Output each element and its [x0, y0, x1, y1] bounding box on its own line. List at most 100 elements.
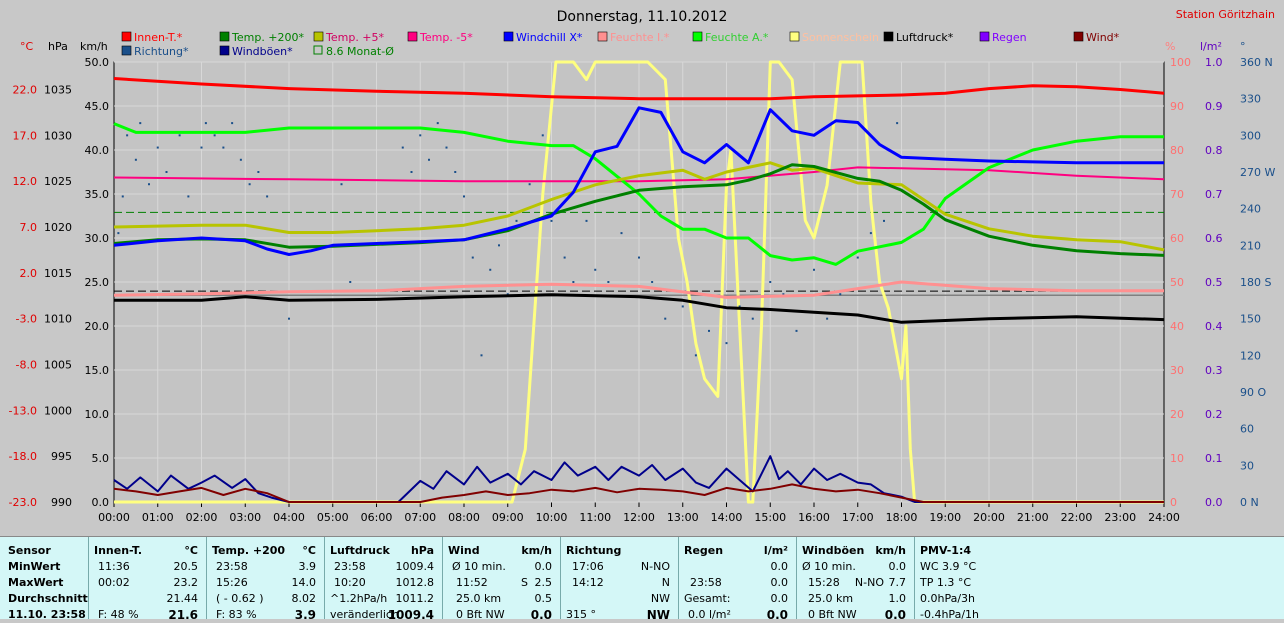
series-point-richtung: [156, 146, 159, 149]
wind-tick-label: 45.0: [85, 100, 110, 113]
stats-current: 0.0: [530, 608, 552, 622]
series-point-richtung: [498, 244, 500, 247]
series-point-richtung: [445, 146, 448, 149]
stats-value: N-NO: [640, 560, 670, 573]
series-line-innen-t: [113, 77, 1165, 101]
stats-value: 2.5: [534, 576, 553, 589]
temp-tick-label: 7.0: [20, 221, 38, 234]
x-tick-label: 03:00: [229, 511, 261, 524]
x-tick-label: 22:00: [1061, 511, 1093, 524]
series-point-richtung: [782, 293, 785, 296]
legend-swatch: [121, 45, 132, 56]
series-point-richtung: [419, 134, 422, 137]
pressure-tick-label: 1005: [44, 359, 72, 372]
stats-time: 23:58: [334, 560, 366, 573]
series-point-richtung: [117, 232, 120, 235]
series-point-richtung: [187, 195, 190, 198]
x-tick-label: 23:00: [1104, 511, 1136, 524]
wind-tick-label: 0.0: [92, 496, 110, 509]
pressure-tick-label: 1020: [44, 221, 72, 234]
legend-label: Temp. +5*: [325, 31, 385, 44]
legend-label: Windböen*: [232, 45, 293, 58]
rain-tick-label: 0.4: [1205, 320, 1223, 333]
series-point-richtung: [463, 195, 465, 198]
temp-tick-label: -23.0: [9, 496, 37, 509]
legend-label: Sonnenschein: [802, 31, 879, 44]
pressure-tick-label: 1035: [44, 84, 72, 97]
x-tick-label: 11:00: [579, 511, 611, 524]
wind-tick-label: 35.0: [85, 188, 110, 201]
stats-extra: 0 Bft NW: [808, 608, 857, 621]
stats-time: 11:36: [98, 560, 130, 573]
series-point-richtung: [121, 195, 124, 198]
stats-value: 0.0: [534, 560, 553, 573]
stats-current: 1009.4: [387, 608, 434, 622]
stats-row-label: 11.10. 23:58: [8, 608, 86, 621]
x-tick-label: 12:00: [623, 511, 655, 524]
temp-tick-label: 2.0: [20, 267, 38, 280]
stats-extra: 315 °: [566, 608, 596, 621]
rain-tick-label: 0.9: [1205, 100, 1223, 113]
stats-row-label: MinWert: [8, 560, 61, 573]
humidity-tick-label: 30: [1170, 364, 1184, 377]
stats-header-sensor: Sensor: [8, 544, 51, 557]
stats-value: 0.0: [770, 576, 789, 589]
pressure-tick-label: 995: [51, 450, 72, 463]
stats-value: 3.9: [298, 560, 317, 573]
series-point-richtung: [200, 146, 203, 149]
series-point-richtung: [664, 317, 667, 320]
direction-tick-label: 90 O: [1240, 386, 1266, 399]
temp-tick-label: 17.0: [13, 129, 38, 142]
humidity-tick-label: 50: [1170, 276, 1184, 289]
series-point-richtung: [489, 268, 492, 271]
series-point-richtung: [178, 134, 181, 137]
stats-unit: °C: [302, 544, 316, 557]
stats-time: 10:20: [334, 576, 366, 589]
legend-swatch: [219, 45, 230, 56]
stats-time: 15:26: [216, 576, 248, 589]
stats-col-pmv: PMV-1:4 WC 3.9 °C TP 1.3 °C 0.0hPa/3h -0…: [914, 537, 1284, 621]
stats-dir: N-NO: [854, 576, 884, 589]
pressure-tick-label: 1010: [44, 313, 72, 326]
wind-tick-label: 30.0: [85, 232, 110, 245]
legend-label: Temp. +200*: [231, 31, 305, 44]
statistics-panel: Sensor MinWert MaxWert Durchschnitt 11.1…: [0, 536, 1284, 622]
series-line-windb-en: [113, 455, 1164, 503]
stats-unit: hPa: [410, 544, 434, 557]
series-point-richtung: [738, 305, 741, 308]
legend-swatch: [503, 31, 514, 42]
direction-tick-label: 30: [1240, 459, 1254, 472]
stats-time: Ø 10 min.: [452, 560, 506, 573]
series-point-richtung: [515, 219, 518, 222]
x-tick-label: 10:00: [536, 511, 568, 524]
stats-trend: ^1.2hPa/h: [330, 592, 388, 605]
series-point-richtung: [134, 158, 137, 161]
stats-value: NW: [650, 592, 670, 605]
stats-value: 1.0: [888, 592, 907, 605]
wind-tick-label: 20.0: [85, 320, 110, 333]
x-tick-label: 16:00: [798, 511, 830, 524]
stats-pmv-value: WC 3.9 °C: [920, 560, 977, 573]
series-point-richtung: [288, 317, 290, 320]
stats-value: 8.02: [291, 592, 317, 605]
rain-tick-label: 0.0: [1205, 496, 1223, 509]
series-point-richtung: [594, 268, 597, 271]
x-tick-label: 13:00: [667, 511, 699, 524]
series-point-richtung: [349, 281, 352, 283]
stats-value: 1012.8: [395, 576, 435, 589]
series-point-richtung: [839, 293, 842, 296]
series-point-richtung: [222, 146, 225, 149]
x-tick-label: 21:00: [1017, 511, 1049, 524]
series-point-richtung: [550, 219, 553, 222]
series-point-richtung: [751, 317, 754, 320]
series-point-richtung: [213, 134, 216, 137]
stats-time: 11:52: [456, 576, 488, 589]
direction-tick-label: 150: [1240, 313, 1261, 326]
rain-tick-label: 0.8: [1205, 144, 1223, 157]
wind-tick-label: 50.0: [85, 56, 110, 69]
legend-label: Feuchte A.*: [705, 31, 769, 44]
stats-value: 0.0: [888, 560, 907, 573]
temp-tick-label: -13.0: [9, 404, 37, 417]
series-point-richtung: [410, 171, 413, 173]
series-point-richtung: [204, 122, 207, 125]
